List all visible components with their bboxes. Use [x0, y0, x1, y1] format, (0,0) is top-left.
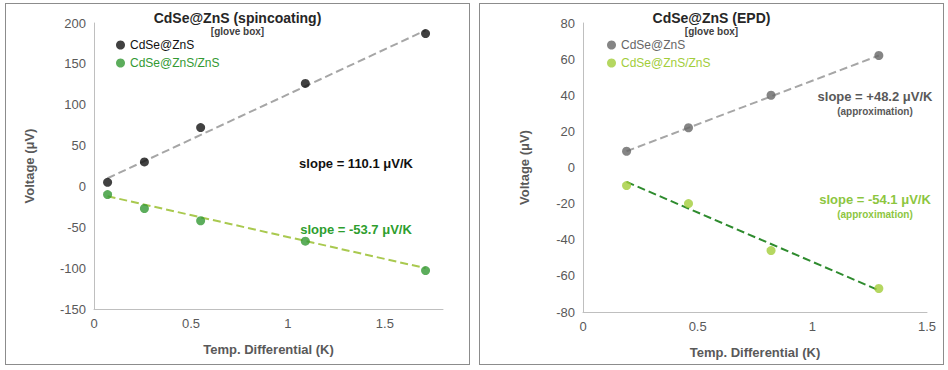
svg-text:slope = 110.1 μV/K: slope = 110.1 μV/K	[299, 156, 413, 171]
svg-text:(approximation): (approximation)	[837, 106, 913, 117]
svg-text:0: 0	[568, 160, 575, 175]
svg-text:0.5: 0.5	[689, 319, 707, 334]
svg-text:(approximation): (approximation)	[837, 209, 913, 220]
svg-text:200: 200	[64, 16, 86, 31]
svg-text:Temp. Differential (K): Temp. Differential (K)	[690, 345, 821, 360]
svg-text:150: 150	[64, 56, 86, 71]
svg-text:0.5: 0.5	[182, 316, 200, 331]
svg-text:CdSe@ZnS (EPD): CdSe@ZnS (EPD)	[653, 10, 771, 26]
svg-text:1: 1	[284, 316, 291, 331]
svg-text:60: 60	[561, 52, 575, 67]
svg-text:-60: -60	[556, 268, 575, 283]
svg-text:CdSe@ZnS (spincoating): CdSe@ZnS (spincoating)	[154, 10, 322, 26]
svg-text:50: 50	[72, 138, 86, 153]
svg-text:40: 40	[561, 88, 575, 103]
svg-text:0: 0	[579, 319, 586, 334]
svg-text:0: 0	[90, 316, 97, 331]
svg-text:80: 80	[561, 16, 575, 31]
svg-text:slope = +48.2 μV/K: slope = +48.2 μV/K	[818, 89, 934, 104]
svg-text:Voltage (μV): Voltage (μV)	[517, 130, 532, 205]
svg-text:[glove box]: [glove box]	[211, 26, 264, 37]
svg-text:slope = -53.7 μV/K: slope = -53.7 μV/K	[300, 222, 412, 237]
svg-text:[glove box]: [glove box]	[685, 26, 738, 37]
svg-text:slope = -54.1 μV/K: slope = -54.1 μV/K	[819, 192, 931, 207]
svg-text:CdSe@ZnS/ZnS: CdSe@ZnS/ZnS	[130, 56, 220, 70]
svg-text:CdSe@ZnS: CdSe@ZnS	[621, 38, 685, 52]
svg-text:-80: -80	[556, 305, 575, 320]
svg-text:1.5: 1.5	[376, 316, 394, 331]
svg-text:CdSe@ZnS/ZnS: CdSe@ZnS/ZnS	[621, 56, 711, 70]
svg-text:20: 20	[561, 124, 575, 139]
svg-text:-40: -40	[556, 232, 575, 247]
svg-text:-50: -50	[67, 220, 86, 235]
svg-text:-150: -150	[60, 302, 86, 317]
svg-text:100: 100	[64, 97, 86, 112]
svg-text:-100: -100	[60, 261, 86, 276]
svg-text:1: 1	[809, 319, 816, 334]
svg-text:CdSe@ZnS: CdSe@ZnS	[130, 38, 194, 52]
svg-text:Temp. Differential (K): Temp. Differential (K)	[203, 342, 334, 357]
svg-text:1.5: 1.5	[918, 319, 936, 334]
svg-text:Voltage (μV): Voltage (μV)	[22, 129, 37, 204]
svg-text:0: 0	[79, 179, 86, 194]
svg-text:-20: -20	[556, 196, 575, 211]
